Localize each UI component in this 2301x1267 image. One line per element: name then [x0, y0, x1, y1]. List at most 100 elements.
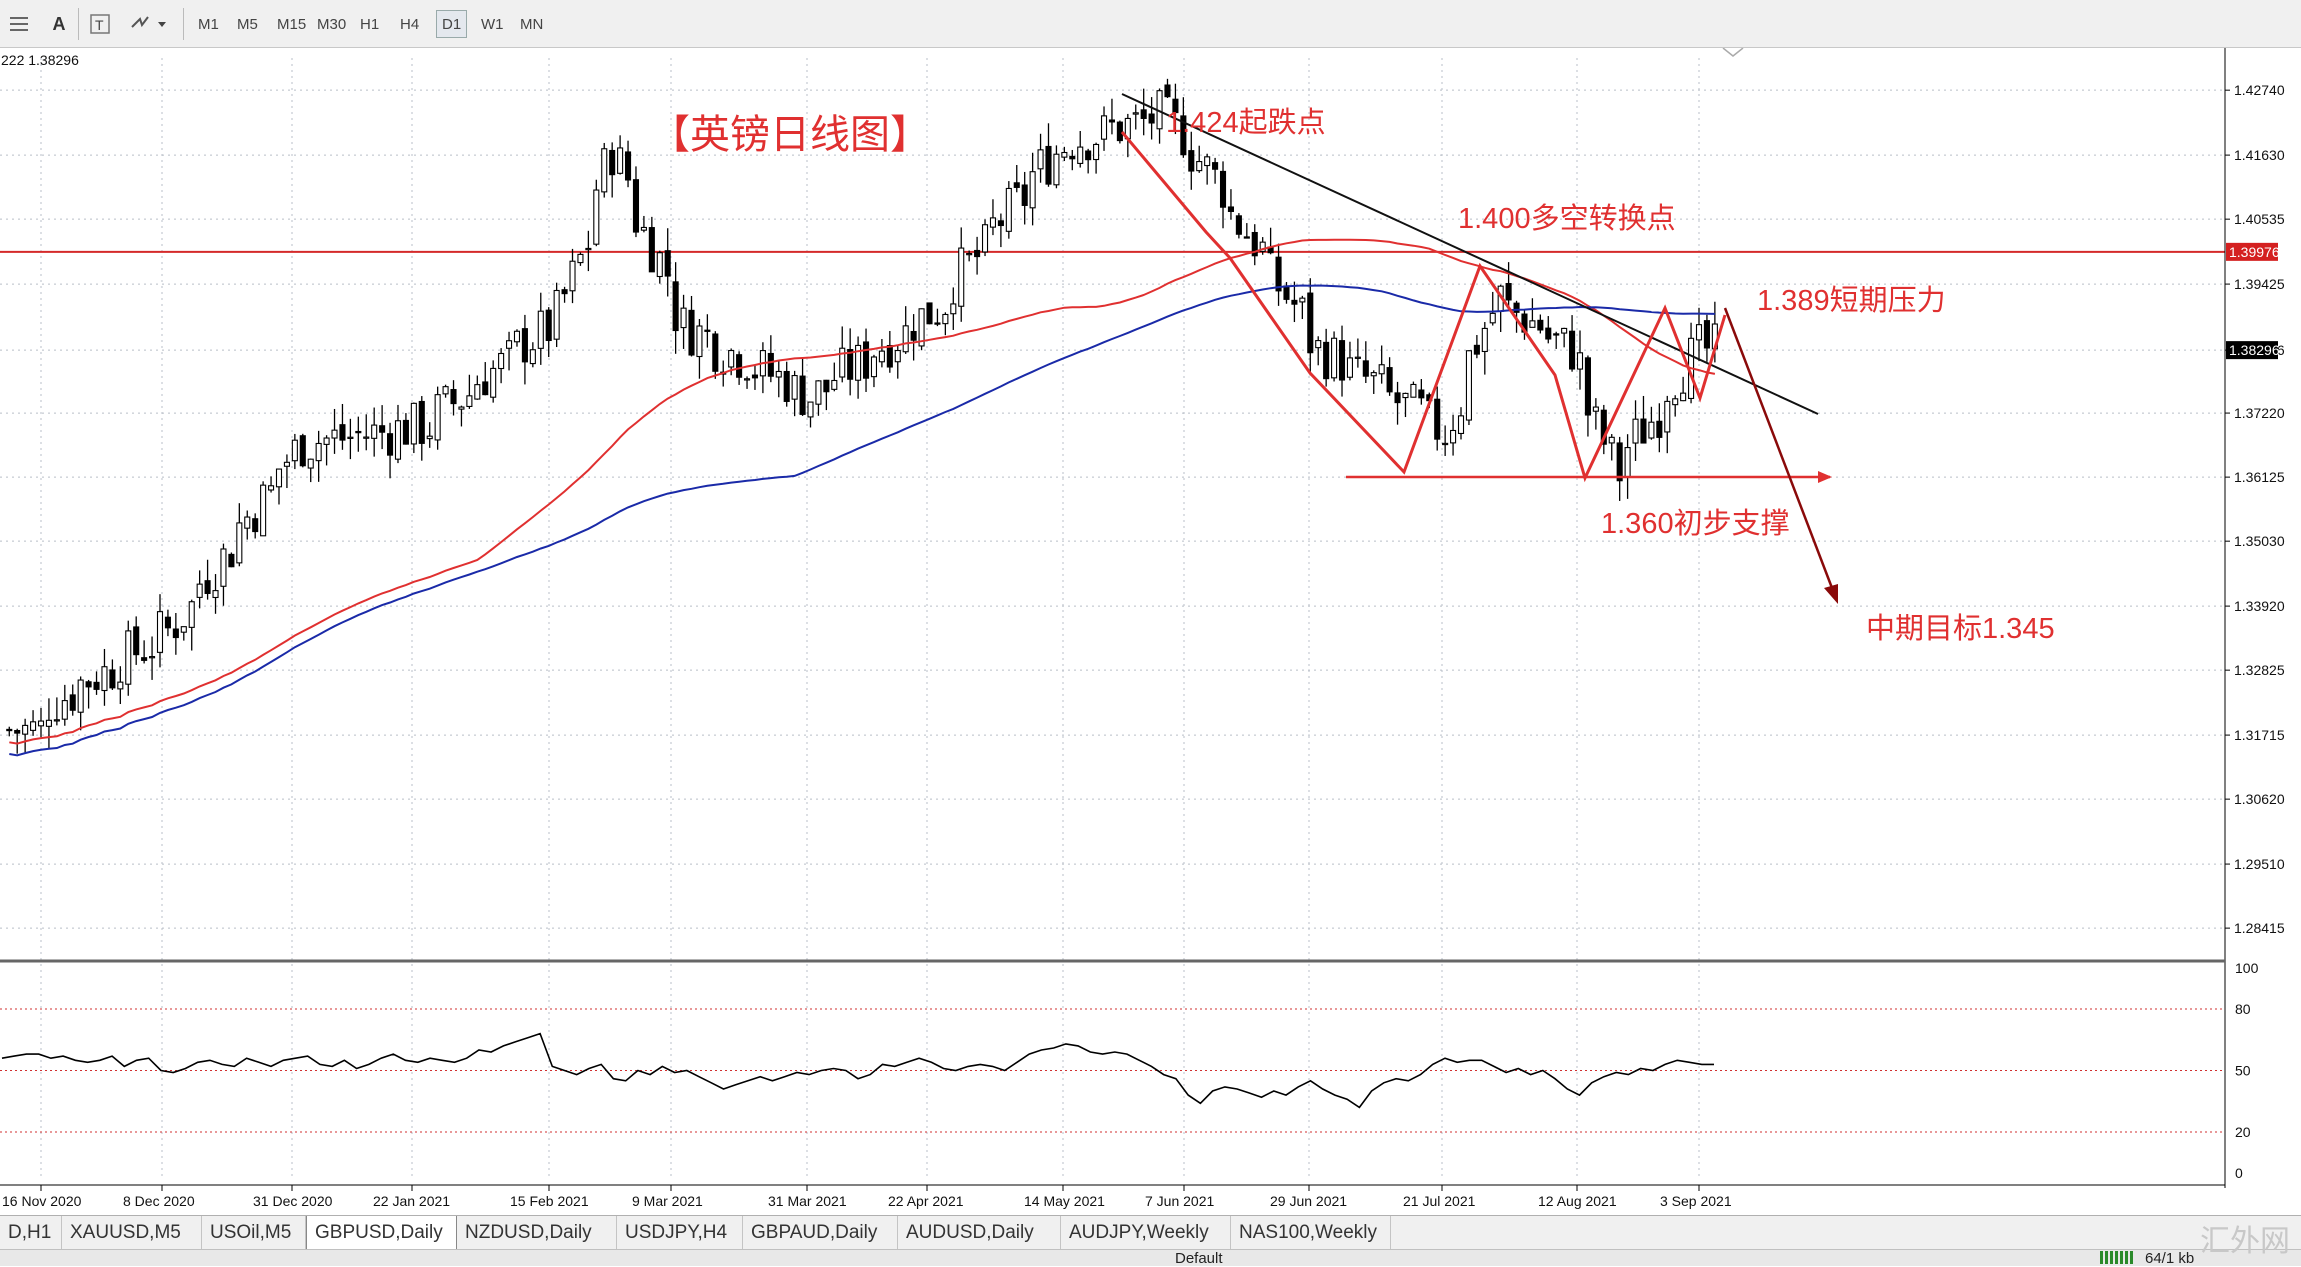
candle-body — [1259, 241, 1266, 252]
candle-body — [1219, 170, 1227, 208]
candle-body — [1616, 442, 1623, 482]
current-price-marker — [2226, 341, 2278, 360]
candle-body — [577, 253, 584, 264]
candle-body — [355, 430, 362, 434]
date-tick-label: 7 Jun 2021 — [1145, 1193, 1214, 1209]
symbol-tab[interactable]: XAUUSD,M5 — [62, 1216, 202, 1249]
candle-body — [1680, 392, 1687, 402]
crosshair-list-icon[interactable] — [4, 8, 34, 40]
candle-body — [109, 669, 116, 689]
downtrend-line[interactable] — [1121, 93, 1819, 415]
candle-body — [672, 281, 679, 332]
candle-body — [236, 522, 243, 564]
candle-body — [855, 344, 862, 381]
timeframe-button-m5[interactable]: M5 — [237, 15, 258, 33]
date-tick-label: 8 Dec 2020 — [123, 1193, 195, 1209]
candle-body — [1283, 285, 1290, 300]
candle-body — [77, 679, 84, 713]
candle-body — [894, 349, 901, 363]
candle-body — [1481, 327, 1488, 353]
candle-body — [180, 626, 187, 633]
zigzag-pattern-line[interactable] — [1120, 131, 1727, 483]
candle-body — [339, 424, 346, 441]
candle-body — [1037, 149, 1044, 170]
timeframe-button-h1[interactable]: H1 — [360, 15, 380, 33]
candle-body — [1307, 292, 1314, 354]
candle-body — [1204, 156, 1211, 167]
current-price-label: 1.38296 — [2229, 342, 2280, 358]
candle-body — [696, 325, 703, 358]
candle-body — [1013, 182, 1020, 188]
symbol-tab[interactable]: AUDJPY,Weekly — [1061, 1216, 1231, 1249]
rsi-axis-label: 100 — [2235, 960, 2259, 976]
date-tick-label: 12 Aug 2021 — [1538, 1193, 1617, 1209]
symbol-tab[interactable]: NAS100,Weekly — [1231, 1216, 1391, 1249]
timeframe-button-m1[interactable]: M1 — [198, 15, 219, 33]
candle-body — [704, 329, 711, 332]
symbol-tab[interactable]: NZDUSD,Daily — [457, 1216, 617, 1249]
moving-average-blue — [9, 284, 1715, 757]
candle-body — [37, 720, 45, 727]
shift-marker-icon — [1722, 48, 1744, 57]
price-tick-label: 1.41630 — [2234, 147, 2285, 163]
target-arrow-line[interactable] — [1723, 307, 1834, 589]
timeframe-button-d1[interactable]: D1 — [436, 10, 468, 38]
candle-body — [69, 694, 76, 711]
candle-body — [228, 553, 235, 568]
candle-body — [1561, 327, 1568, 334]
symbol-tab[interactable]: USDJPY,H4 — [617, 1216, 743, 1249]
candle-body — [1085, 150, 1092, 161]
price-tick-label: 1.37220 — [2234, 405, 2285, 421]
text-tool-icon[interactable]: A — [52, 13, 66, 34]
candle-body — [632, 179, 640, 233]
symbol-tab[interactable]: AUDUSD,Daily — [898, 1216, 1061, 1249]
candle-body — [450, 389, 457, 405]
candle-body — [1061, 151, 1068, 158]
candle-body — [1093, 143, 1100, 161]
chart-toolbar: A T M1 M5 M15 M30 H1 H4 D1 W1 MN — [0, 0, 2301, 48]
candle-body — [743, 378, 751, 381]
candle-body — [1108, 119, 1116, 123]
timeframe-button-w1[interactable]: W1 — [481, 15, 504, 33]
candle-body — [1315, 340, 1322, 349]
price-chart[interactable]: 1.42740 1.41630 1.40535 1.39425 1.38296 1.372… — [0, 48, 2301, 1215]
candle-body — [950, 303, 957, 315]
symbol-tab[interactable]: USOil,M5 — [202, 1216, 306, 1249]
candle-body — [347, 436, 354, 439]
symbol-tab[interactable]: GBPUSD,Daily — [306, 1216, 457, 1250]
date-tick-label: 14 May 2021 — [1024, 1193, 1105, 1209]
price-tick-label: 1.42740 — [2234, 82, 2285, 98]
candle-body — [1545, 327, 1552, 340]
timeframe-button-m15[interactable]: M15 — [277, 15, 307, 33]
candle-body — [1021, 184, 1028, 206]
date-tick-label: 15 Feb 2021 — [510, 1193, 589, 1209]
candle-body — [371, 424, 378, 439]
timeframe-button-mn[interactable]: MN — [520, 15, 544, 33]
candle-body — [442, 386, 449, 395]
rsi-line — [1, 1032, 1714, 1109]
candle-body — [1227, 206, 1235, 212]
candle-body — [1148, 113, 1155, 124]
arrow-tools-dropdown-icon[interactable] — [126, 8, 172, 40]
symbol-tab[interactable]: GBPAUD,Daily — [743, 1216, 898, 1249]
candle-body — [379, 425, 386, 433]
candle-body — [521, 328, 528, 363]
candle-body — [1640, 418, 1647, 444]
date-tick-label: 16 Nov 2020 — [2, 1193, 82, 1209]
candle-body — [878, 350, 885, 363]
candle-body — [53, 719, 60, 722]
candle-body — [862, 341, 870, 379]
price-tick-label: 1.33920 — [2234, 598, 2285, 614]
candle-body — [783, 370, 790, 402]
profile-label: Default — [1175, 1250, 1223, 1267]
chart-info-label: 222 1.38296 — [1, 52, 79, 68]
text-label-tool-icon[interactable]: T — [86, 8, 114, 40]
candle-body — [1608, 436, 1615, 444]
symbol-tab[interactable]: D,H1 — [0, 1216, 62, 1249]
rsi-axis-label: 0 — [2235, 1165, 2243, 1181]
timeframe-button-m30[interactable]: M30 — [317, 15, 347, 33]
candle-body — [870, 356, 878, 378]
candle-body — [212, 590, 219, 599]
timeframe-button-h4[interactable]: H4 — [400, 15, 420, 33]
level-price-label: 1.39976 — [2229, 244, 2280, 260]
